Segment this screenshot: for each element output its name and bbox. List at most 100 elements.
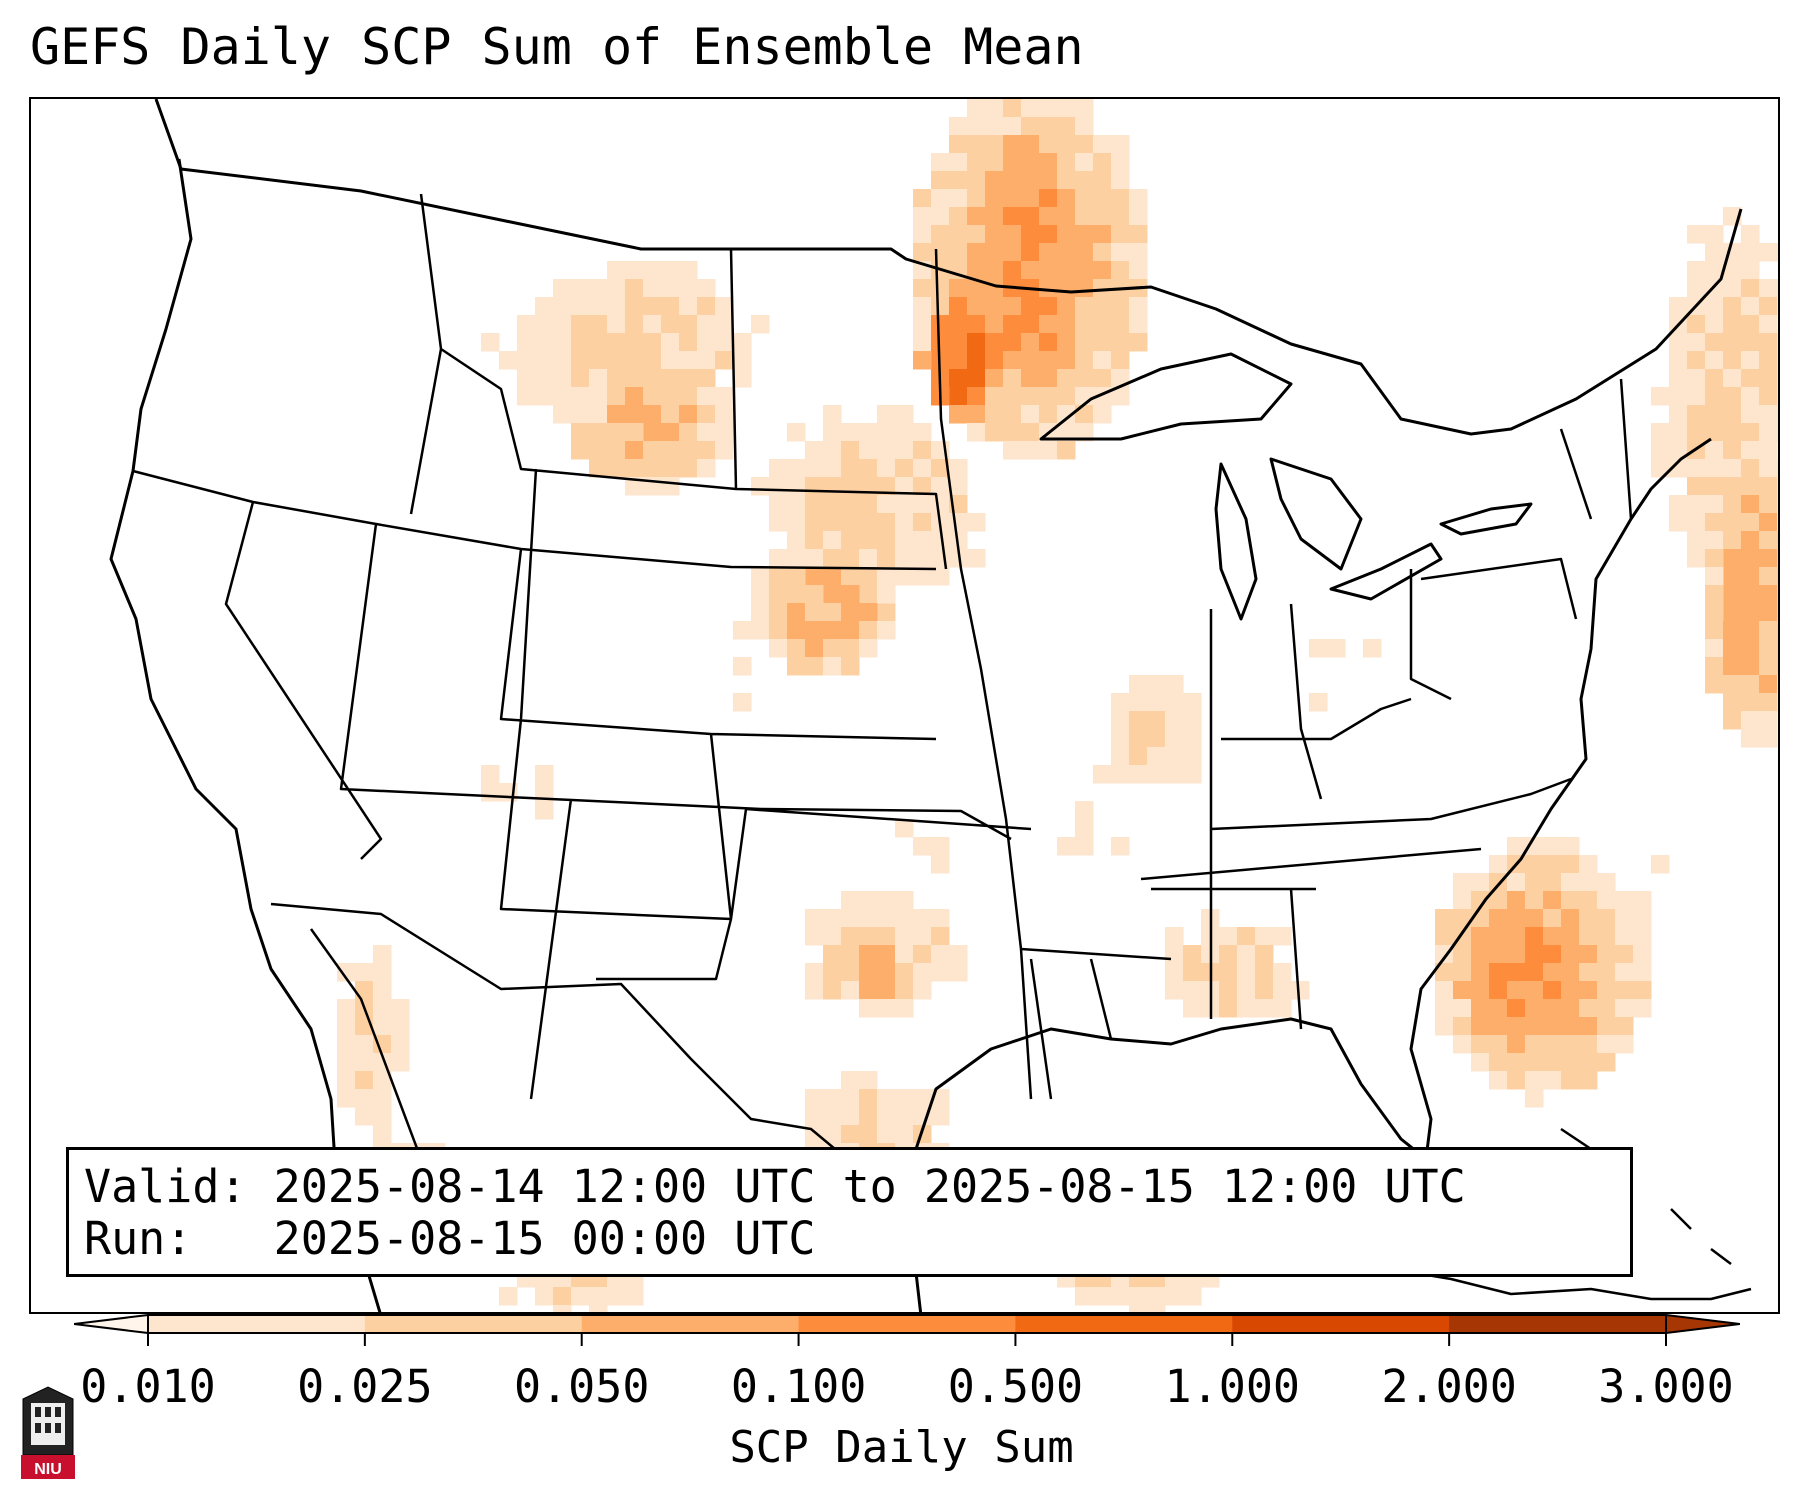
scp-cell [661,441,680,460]
scp-cell [859,477,878,496]
scp-cell [1579,1053,1598,1072]
scp-cell [1759,333,1778,352]
scp-cell [1057,441,1076,460]
scp-cell [895,891,914,910]
scp-cell [859,1089,878,1108]
scp-cell [1615,1017,1634,1036]
scp-cell [787,657,806,676]
scp-cell [355,1089,374,1108]
scp-cell [985,225,1004,244]
scp-cell [751,315,770,334]
scp-cell [1489,1035,1508,1054]
scp-cell [841,531,860,550]
scp-cell [1525,873,1544,892]
scp-cell [805,441,824,460]
scp-cell [1741,225,1760,244]
scp-cell [1597,891,1616,910]
scp-cell [1111,135,1130,154]
scp-cell [1273,927,1292,946]
scp-cell [1075,297,1094,316]
scp-cell [1111,351,1130,370]
scp-cell [895,963,914,982]
scp-cell [1129,1287,1148,1306]
scp-cell [1741,585,1760,604]
scp-cell [1489,999,1508,1018]
scp-cell [823,531,842,550]
scp-cell [1561,837,1580,856]
scp-cell [1489,1053,1508,1072]
scp-cell [1039,99,1058,118]
scp-cell [805,477,824,496]
scp-cell [1111,837,1130,856]
scp-cell [607,387,626,406]
scp-cell [1507,963,1526,982]
scp-cell [985,135,1004,154]
scp-cell [1723,567,1742,586]
colorbar-tick-label: 0.010 [80,1360,216,1413]
scp-cell [1777,387,1778,406]
scp-cell [859,909,878,928]
scp-cell [553,1287,572,1306]
scp-cell [589,1287,608,1306]
scp-cell [859,927,878,946]
scp-cell [337,1035,356,1054]
scp-cell [1219,927,1238,946]
scp-cell [1759,585,1778,604]
scp-cell [697,279,716,298]
scp-cell [1597,873,1616,892]
scp-cell [625,279,644,298]
scp-cell [1525,945,1544,964]
scp-cell [931,243,950,262]
scp-cell [1489,963,1508,982]
scp-cell [949,459,968,478]
scp-cell [535,297,554,316]
scp-cell [1705,261,1724,280]
scp-cell [1741,711,1760,730]
scp-cell [823,513,842,532]
scp-cell [1507,981,1526,1000]
scp-cell [841,423,860,442]
colorbar-segment [581,1315,800,1333]
scp-cell [1147,1305,1166,1312]
scp-cell [1651,441,1670,460]
scp-cell [1021,117,1040,136]
scp-cell [1759,459,1778,478]
scp-cell [913,513,932,532]
scp-cell [1129,297,1148,316]
scp-cell [1309,693,1328,712]
scp-cell [1543,1053,1562,1072]
scp-cell [1057,279,1076,298]
scp-cell [787,495,806,514]
scp-cell [1741,657,1760,676]
scp-cell [1669,351,1688,370]
scp-cell [1165,729,1184,748]
scp-cell [625,423,644,442]
scp-cell [895,1107,914,1126]
scp-cell [1147,693,1166,712]
scp-cell [1057,135,1076,154]
scp-cell [1741,369,1760,388]
scp-cell [949,225,968,244]
scp-cell [1525,1071,1544,1090]
scp-cell [1093,333,1112,352]
scp-cell [1309,639,1328,658]
scp-cell [787,621,806,640]
scp-cell [589,405,608,424]
scp-cell [571,423,590,442]
scp-cell [1435,1017,1454,1036]
scp-cell [931,963,950,982]
scp-cell [1183,981,1202,1000]
scp-cell [1705,675,1724,694]
scp-cell [535,765,554,784]
colorbar [74,1313,1740,1346]
scp-cell [913,567,932,586]
scp-cell [625,261,644,280]
scp-cell [805,567,824,586]
scp-cell [697,297,716,316]
scp-cell [1687,459,1706,478]
scp-cell [1759,513,1778,532]
scp-cell [625,297,644,316]
scp-cell [913,315,932,334]
scp-cell [499,351,518,370]
scp-cell [931,549,950,568]
